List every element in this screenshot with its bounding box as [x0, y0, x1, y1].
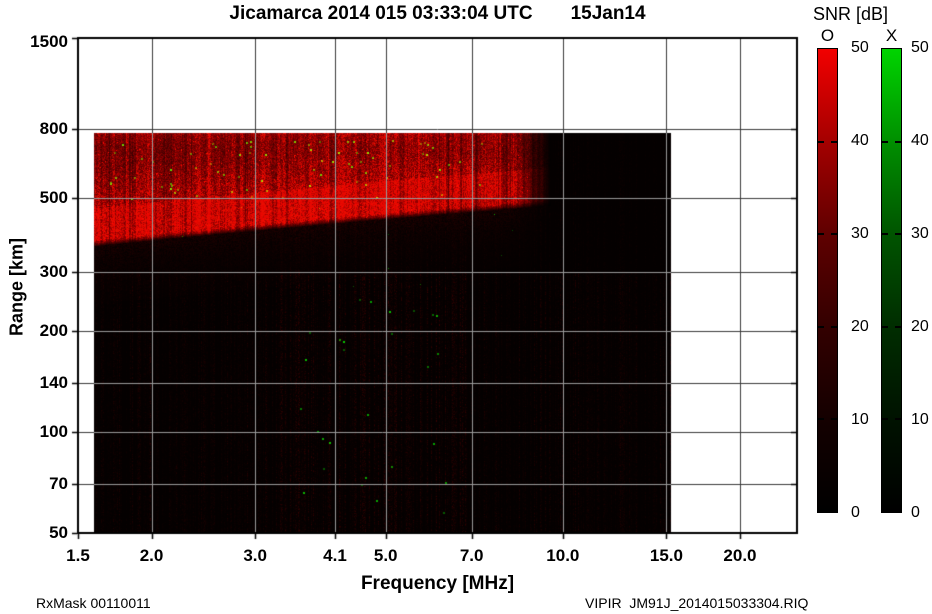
colorbar-x-tick-label-50: 50: [911, 39, 929, 56]
y-tick-label-300: 300: [39, 262, 68, 282]
colorbar-tick-dash: [818, 325, 837, 328]
colorbar-x-tick-label-20: 20: [911, 318, 929, 335]
o-mode-label: O: [820, 26, 835, 45]
colorbar-tick-dash: [818, 418, 837, 421]
x-tick-label-15.0: 15.0: [649, 546, 683, 565]
y-tick-label-500: 500: [39, 187, 68, 207]
x-mode-label: X: [885, 26, 898, 45]
colorbar-x-tick-label-40: 40: [911, 132, 929, 149]
x-tick-label-20.0: 20.0: [723, 546, 757, 565]
colorbar-o-tick-label-40: 40: [851, 132, 869, 149]
plot-title-date: 15Jan14: [570, 3, 646, 24]
colorbar-tick-dash: [882, 325, 901, 328]
x-tick-label-3.0: 3.0: [243, 546, 267, 565]
x-tick-label-5.0: 5.0: [373, 546, 398, 565]
colorbar-title: SNR [dB]: [813, 4, 889, 24]
x-tick-label-4.1: 4.1: [323, 546, 347, 565]
x-mode-colorbar: [881, 48, 902, 513]
colorbar-tick-dash: [882, 418, 901, 421]
colorbar-tick-dash: [882, 233, 901, 236]
colorbar-tick-dash: [818, 233, 837, 236]
y-tick-label-140: 140: [39, 373, 68, 393]
plot-title: Jicamarca 2014 015 03:33:04 UTC 15Jan14: [78, 3, 797, 25]
colorbar-o-tick-label-50: 50: [851, 39, 869, 56]
y-tick-label-800: 800: [39, 119, 68, 139]
colorbar-x-tick-label-0: 0: [911, 504, 920, 521]
colorbar-x-tick-label-10: 10: [911, 411, 929, 428]
colorbar-o-tick-label-0: 0: [851, 504, 860, 521]
colorbar-tick-dash: [818, 140, 837, 143]
colorbar-o-tick-label-20: 20: [851, 318, 869, 335]
plot-title-utc: Jicamarca 2014 015 03:33:04 UTC: [229, 3, 533, 24]
x-tick-label-1.5: 1.5: [66, 546, 90, 565]
colorbar-o-tick-label-10: 10: [851, 411, 869, 428]
x-tick-label-2.0: 2.0: [139, 546, 164, 565]
o-mode-colorbar: [817, 48, 838, 513]
x-axis-label: Frequency [MHz]: [360, 573, 515, 594]
y-tick-label-100: 100: [39, 422, 68, 442]
x-tick-label-10.0: 10.0: [546, 546, 580, 565]
colorbar-tick-dash: [882, 140, 901, 143]
y-tick-label-70: 70: [49, 474, 68, 494]
x-tick-label-7.0: 7.0: [459, 546, 484, 565]
rx-mask-text: RxMask 00110011: [36, 595, 151, 611]
y-tick-label-200: 200: [39, 321, 68, 341]
data-file-name: VIPIR JM91J_2014015033304.RIQ: [585, 595, 809, 611]
colorbar-x-tick-label-30: 30: [911, 225, 929, 242]
y-tick-label-1500: 1500: [30, 32, 68, 51]
colorbar-o-tick-label-30: 30: [851, 225, 869, 242]
y-tick-label-50: 50: [49, 523, 68, 542]
